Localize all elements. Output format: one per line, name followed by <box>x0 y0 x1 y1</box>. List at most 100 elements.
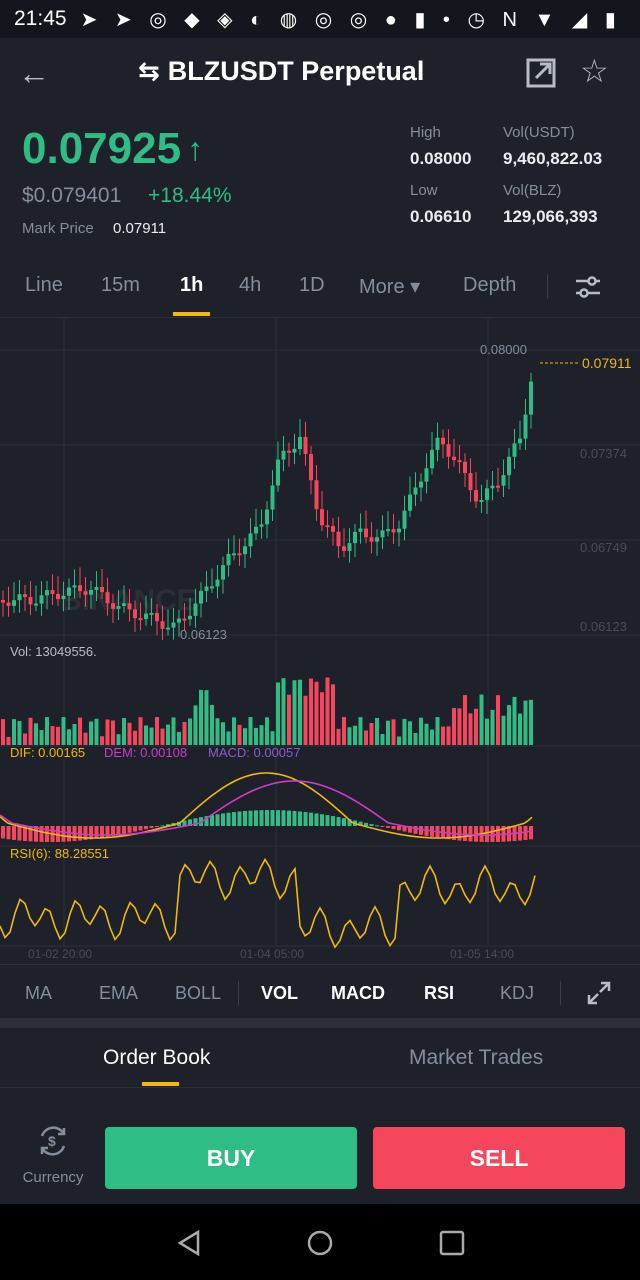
candle-body <box>336 531 341 547</box>
candle-body <box>435 437 440 450</box>
candle-body <box>34 603 38 606</box>
pair-title[interactable]: ⇆ BLZUSDT Perpetual <box>138 56 424 87</box>
indicator-macd[interactable]: MACD <box>331 983 385 1003</box>
macd-bar <box>391 826 396 830</box>
indicator-ma[interactable]: MA <box>25 983 52 1003</box>
nav-back-icon[interactable] <box>174 1228 204 1258</box>
volume-bar <box>463 695 467 745</box>
macd-bar <box>303 812 308 826</box>
nav-home-icon[interactable] <box>305 1228 335 1258</box>
indicator-vol[interactable]: VOL <box>261 983 299 1003</box>
candle-body <box>441 437 445 445</box>
volume-bar <box>259 725 264 745</box>
candle-body <box>122 603 126 607</box>
volume-bar <box>199 689 203 745</box>
candle-body <box>155 612 159 622</box>
macd-bar <box>485 826 489 842</box>
volume-bar <box>116 734 121 745</box>
macd-bar <box>105 826 110 837</box>
candle-body <box>474 490 478 502</box>
candle-body <box>320 509 324 526</box>
candle-body <box>12 600 16 606</box>
tab-15m[interactable]: 15m <box>101 274 140 296</box>
tab-more[interactable]: More ▾ <box>359 276 421 298</box>
svg-text:$: $ <box>48 1133 56 1149</box>
macd-bar <box>232 812 236 826</box>
volume-bar <box>56 726 60 745</box>
candle-body <box>144 613 148 620</box>
candle-body <box>331 526 335 532</box>
tab-market-trades[interactable]: Market Trades <box>409 1046 544 1069</box>
macd-bar <box>6 826 11 840</box>
macd-bar <box>358 821 363 826</box>
app-header: ← ⇆ BLZUSDT Perpetual ☆ <box>0 38 640 110</box>
macd-bar <box>369 824 374 826</box>
candle-body <box>424 468 429 482</box>
low-value: 0.06610 <box>410 207 472 226</box>
indicator-kdj[interactable]: KDJ <box>500 983 535 1003</box>
macd-bar <box>298 811 302 826</box>
volume-bar <box>342 717 346 745</box>
vol-usdt-label: Vol(USDT) <box>503 124 575 141</box>
indicator-boll[interactable]: BOLL <box>175 983 222 1003</box>
candle-body <box>94 586 99 590</box>
volume-bar <box>265 717 269 745</box>
volume-bar <box>182 721 187 745</box>
back-arrow-icon[interactable]: ← <box>18 55 50 91</box>
candle-body <box>28 597 33 605</box>
tab-4h[interactable]: 4h <box>239 274 262 296</box>
chart-canvas[interactable]: BINANCE 0.08000 0.07911 0.06123 0.07374 … <box>0 318 640 964</box>
indicator-ema[interactable]: EMA <box>99 983 139 1003</box>
macd-bar <box>336 817 341 826</box>
volume-bar <box>298 679 302 745</box>
macd-bar <box>28 826 33 842</box>
currency-label: Currency <box>22 1169 84 1186</box>
candle-body <box>386 529 390 532</box>
buy-button[interactable]: BUY <box>105 1127 357 1189</box>
macd-bar <box>468 826 473 842</box>
currency-button[interactable]: $ Currency <box>18 1124 88 1186</box>
macd-bar <box>111 826 115 836</box>
tab-depth[interactable]: Depth <box>463 274 517 296</box>
tab-order-book[interactable]: Order Book <box>103 1046 211 1069</box>
macd-bar <box>259 810 264 826</box>
macd-bar <box>226 812 231 826</box>
candles <box>1 372 533 641</box>
bottom-action-bar: $ Currency BUY SELL <box>0 1100 640 1204</box>
tab-1d[interactable]: 1D <box>299 274 325 296</box>
tab-line[interactable]: Line <box>25 274 63 296</box>
volume-bar <box>39 730 44 745</box>
macd-bar <box>248 810 253 826</box>
tab-1h[interactable]: 1h <box>180 274 204 296</box>
macd-bar <box>243 811 247 826</box>
candle-body <box>501 475 506 486</box>
volume-bar <box>83 732 88 745</box>
high-marker: 0.08000 <box>480 342 527 357</box>
indicator-rsi[interactable]: RSI <box>424 983 455 1003</box>
macd-bar <box>281 810 286 826</box>
pair-title-text: BLZUSDT Perpetual <box>167 56 425 86</box>
volume-bar <box>430 729 434 745</box>
chart-settings-icon[interactable] <box>574 274 602 300</box>
volume-bar <box>138 717 143 745</box>
volume-bar <box>105 719 110 745</box>
volume-bar <box>446 726 451 745</box>
favorite-star-icon[interactable]: ☆ <box>580 53 609 89</box>
candle-body <box>529 381 533 415</box>
candle-body <box>67 587 71 596</box>
sell-button[interactable]: SELL <box>373 1127 625 1189</box>
candle-body <box>61 595 66 600</box>
candle-body <box>496 485 500 488</box>
volume-bar <box>419 717 423 745</box>
candle-body <box>397 528 401 533</box>
kline-chart[interactable]: BINANCE 0.08000 0.07911 0.06123 0.07374 … <box>0 318 640 964</box>
y-tick: 0.07374 <box>580 446 627 461</box>
macd-bar <box>457 826 462 841</box>
nav-recents-icon[interactable] <box>437 1228 467 1258</box>
share-external-icon[interactable] <box>524 56 558 90</box>
fullscreen-expand-icon[interactable] <box>587 981 611 1005</box>
candle-body <box>6 602 11 606</box>
macd-bar <box>320 814 324 826</box>
candle-body <box>446 444 451 457</box>
active-tab-underline <box>173 312 210 316</box>
